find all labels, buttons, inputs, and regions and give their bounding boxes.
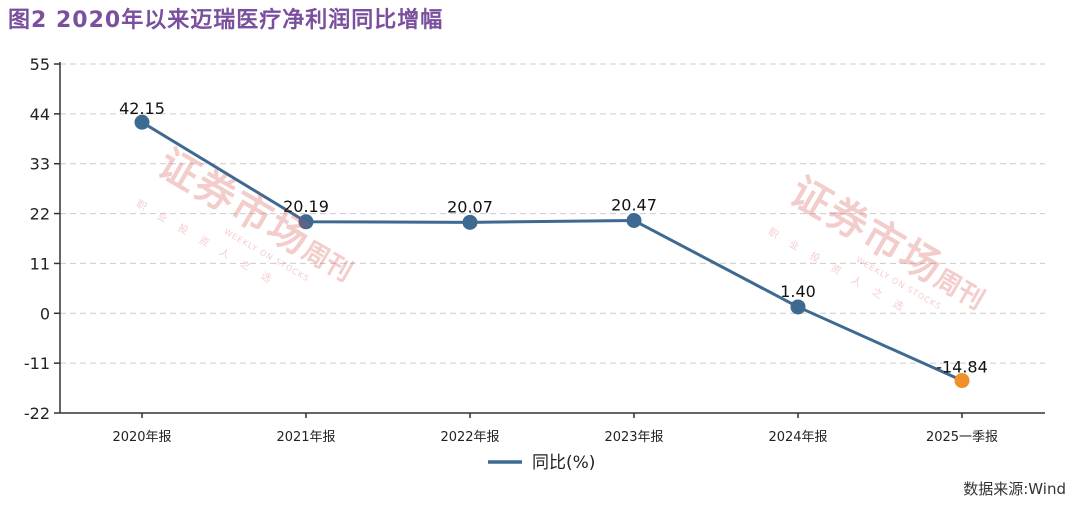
data-label: 42.15 <box>119 99 165 118</box>
y-tick-label: 33 <box>30 155 50 174</box>
data-labels: 42.15 20.19 20.07 20.47 1.40 -14.84 <box>119 99 988 376</box>
y-tick-label: 22 <box>30 205 50 224</box>
y-tick-label: -11 <box>24 354 50 373</box>
figure-title: 图2 2020年以来迈瑞医疗净利润同比增幅 <box>8 8 444 33</box>
data-point <box>626 213 642 229</box>
grid-lines <box>60 63 1045 364</box>
data-label: 1.40 <box>780 282 816 301</box>
y-tick-label: 44 <box>30 105 50 124</box>
series <box>134 114 970 389</box>
data-point <box>790 299 806 315</box>
x-tick-label: 2021年报 <box>276 430 335 445</box>
x-tick-label: 2025一季报 <box>926 430 998 445</box>
x-tick-label: 2020年报 <box>112 430 171 445</box>
x-tick-label: 2022年报 <box>440 430 499 445</box>
x-tick-labels: 2020年报 2021年报 2022年报 2023年报 2024年报 2025一季报 <box>112 430 998 445</box>
legend: 同比(%) <box>488 453 595 473</box>
highlighted-data-point <box>954 373 970 389</box>
data-label: 20.19 <box>283 197 329 216</box>
data-label: 20.47 <box>611 196 657 215</box>
y-tick-label: 0 <box>40 304 50 323</box>
data-point <box>298 214 314 230</box>
legend-label: 同比(%) <box>532 453 595 473</box>
y-tick-label: 55 <box>30 55 50 74</box>
data-source: 数据来源:Wind <box>963 480 1066 498</box>
y-tick-labels: -22 -11 0 11 22 33 44 55 <box>24 55 50 423</box>
x-tick-label: 2023年报 <box>604 430 663 445</box>
data-point <box>462 214 478 230</box>
data-point <box>134 114 150 130</box>
data-label: 20.07 <box>447 197 493 216</box>
y-tick-label: -22 <box>24 404 50 423</box>
x-tick-label: 2024年报 <box>768 430 827 445</box>
data-label: -14.84 <box>936 358 988 377</box>
series-line <box>141 120 963 382</box>
axes <box>54 62 1045 418</box>
y-tick-label: 11 <box>30 254 50 273</box>
